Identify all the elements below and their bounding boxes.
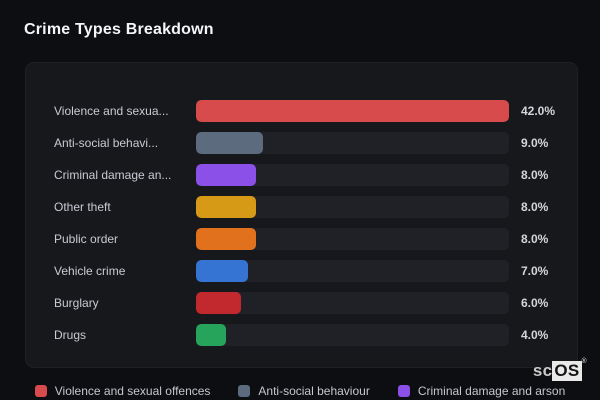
bar-chart: Violence and sexua... 42.0% Anti-social … bbox=[26, 95, 577, 351]
bar[interactable] bbox=[196, 164, 256, 186]
value-label: 7.0% bbox=[521, 264, 549, 278]
bar[interactable] bbox=[196, 100, 509, 122]
bar-row: Other theft 8.0% bbox=[26, 191, 577, 223]
legend-label: Violence and sexual offences bbox=[54, 384, 211, 398]
legend-item[interactable]: Anti-social behaviour bbox=[238, 384, 370, 398]
bar-row: Vehicle crime 7.0% bbox=[26, 255, 577, 287]
category-label: Violence and sexua... bbox=[54, 104, 169, 118]
legend-swatch-icon bbox=[238, 385, 251, 397]
bar-row: Violence and sexua... 42.0% bbox=[26, 95, 577, 127]
value-label: 42.0% bbox=[521, 104, 556, 118]
bar-row: Drugs 4.0% bbox=[26, 319, 577, 351]
legend-item[interactable]: Criminal damage and arson bbox=[397, 384, 566, 398]
chart-card: Violence and sexua... 42.0% Anti-social … bbox=[25, 62, 578, 368]
value-label: 8.0% bbox=[521, 168, 549, 182]
value-label: 9.0% bbox=[521, 136, 549, 150]
category-label: Public order bbox=[54, 232, 119, 246]
legend-label: Anti-social behaviour bbox=[258, 384, 370, 398]
registered-trademark-icon: ® bbox=[581, 358, 587, 365]
bar-track bbox=[196, 196, 509, 218]
category-label: Other theft bbox=[54, 200, 111, 214]
legend-swatch-icon bbox=[34, 385, 47, 397]
bar-track bbox=[196, 260, 509, 282]
value-label: 8.0% bbox=[521, 200, 549, 214]
legend-label: Criminal damage and arson bbox=[417, 384, 566, 398]
bar[interactable] bbox=[196, 228, 256, 250]
value-label: 6.0% bbox=[521, 296, 549, 310]
bar-row: Criminal damage an... 8.0% bbox=[26, 159, 577, 191]
bar-track bbox=[196, 100, 509, 122]
bar-row: Public order 8.0% bbox=[26, 223, 577, 255]
legend-swatch-icon bbox=[397, 385, 410, 397]
scos-logo-suffix: OS bbox=[552, 361, 582, 381]
bar-track bbox=[196, 132, 509, 154]
bar-row: Burglary 6.0% bbox=[26, 287, 577, 319]
category-label: Criminal damage an... bbox=[54, 168, 172, 182]
bar[interactable] bbox=[196, 260, 249, 282]
bar-row: Anti-social behavi... 9.0% bbox=[26, 127, 577, 159]
legend: Violence and sexual offences Anti-social… bbox=[0, 384, 600, 398]
bar[interactable] bbox=[196, 292, 241, 314]
bar[interactable] bbox=[196, 324, 226, 346]
bar[interactable] bbox=[196, 196, 256, 218]
scos-logo-prefix: sc bbox=[532, 361, 553, 380]
scos-logo: sc OS ® bbox=[532, 358, 587, 381]
category-label: Anti-social behavi... bbox=[54, 136, 159, 150]
value-label: 8.0% bbox=[521, 232, 549, 246]
category-label: Vehicle crime bbox=[54, 264, 126, 278]
bar-track bbox=[196, 324, 509, 346]
category-label: Burglary bbox=[54, 296, 99, 310]
page-title: Crime Types Breakdown bbox=[24, 21, 214, 38]
category-label: Drugs bbox=[54, 328, 87, 342]
bar-track bbox=[196, 164, 509, 186]
bar[interactable] bbox=[196, 132, 264, 154]
bar-track bbox=[196, 292, 509, 314]
bar-track bbox=[196, 228, 509, 250]
value-label: 4.0% bbox=[521, 328, 549, 342]
legend-item[interactable]: Violence and sexual offences bbox=[34, 384, 211, 398]
